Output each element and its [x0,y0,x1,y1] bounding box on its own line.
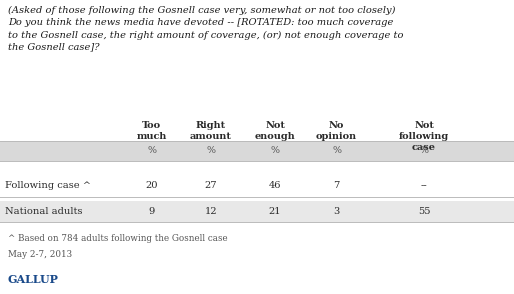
Text: 12: 12 [205,206,217,216]
Text: 7: 7 [334,181,340,191]
Text: %: % [206,146,215,155]
Bar [0,176,514,196]
Text: Not
enough: Not enough [254,121,296,141]
Text: Too
much: Too much [136,121,167,141]
Text: %: % [332,146,341,155]
Text: 21: 21 [269,206,281,216]
Text: GALLUP: GALLUP [8,274,59,285]
Text: 9: 9 [149,206,155,216]
Text: 20: 20 [145,181,158,191]
Bar [0,201,514,221]
Text: (Asked of those following the Gosnell case very, somewhat or not too closely)
Do: (Asked of those following the Gosnell ca… [8,6,403,52]
Text: May 2-7, 2013: May 2-7, 2013 [8,250,72,259]
Text: %: % [270,146,280,155]
Text: 27: 27 [205,181,217,191]
Bar [0,141,514,161]
Text: No
opinion: No opinion [316,121,357,141]
Text: Following case ^: Following case ^ [5,181,91,191]
Text: --: -- [420,181,428,191]
Text: %: % [147,146,156,155]
Text: 3: 3 [334,206,340,216]
Text: Right
amount: Right amount [190,121,232,141]
Text: Not
following
case: Not following case [399,121,449,152]
Text: National adults: National adults [5,206,83,216]
Text: %: % [419,146,429,155]
Text: 55: 55 [418,206,430,216]
Text: ^ Based on 784 adults following the Gosnell case: ^ Based on 784 adults following the Gosn… [8,234,228,243]
Text: 46: 46 [269,181,281,191]
